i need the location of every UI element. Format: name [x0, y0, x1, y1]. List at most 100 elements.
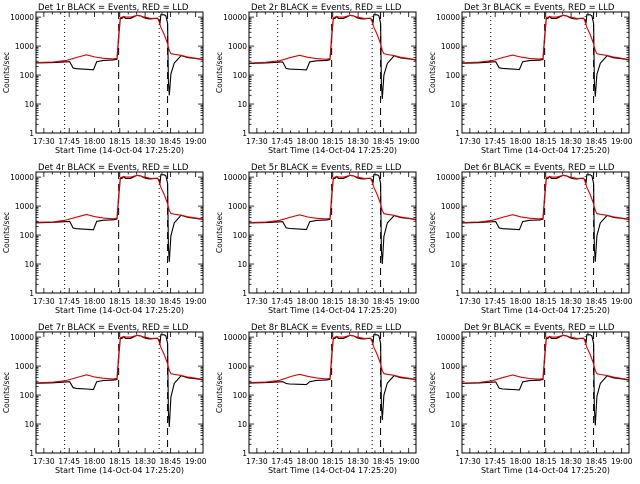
y-tick-label: 10000	[10, 13, 34, 22]
x-tick-label: 18:45	[586, 137, 608, 146]
y-tick-label: 1000	[441, 202, 460, 211]
x-tick-label: 18:15	[322, 457, 344, 466]
x-tick-label: 19:00	[611, 457, 633, 466]
y-tick-label: 10000	[436, 333, 460, 342]
y-tick-label: 1	[455, 449, 460, 458]
y-axis-label: Counts/sec	[428, 212, 437, 253]
y-tick-label: 1	[29, 129, 34, 138]
detector-panel: Det 6r BLACK = Events, RED = LLD 1 10 100 10…	[428, 163, 633, 315]
y-tick-label: 1	[29, 289, 34, 298]
y-tick-label: 1000	[228, 42, 247, 51]
detector-panel: Det 5r BLACK = Events, RED = LLD 1 10 100 10…	[215, 163, 420, 315]
x-tick-label: 18:00	[297, 297, 319, 306]
x-tick-label: 19:00	[611, 297, 633, 306]
lld-series-line	[36, 334, 203, 384]
y-axis-label: Counts/sec	[2, 52, 11, 93]
y-tick-label: 10	[237, 260, 247, 269]
x-tick-label: 17:30	[33, 457, 55, 466]
events-series-line	[249, 334, 416, 420]
x-tick-label: 17:30	[459, 457, 481, 466]
x-tick-label: 18:15	[322, 297, 344, 306]
events-series-line	[249, 14, 416, 99]
y-axis-label: Counts/sec	[2, 372, 11, 413]
x-tick-label: 18:45	[586, 297, 608, 306]
y-axis-label: Counts/sec	[215, 212, 224, 253]
y-tick-label: 1000	[15, 202, 34, 211]
y-tick-label: 10000	[436, 13, 460, 22]
events-series-line	[462, 174, 629, 262]
x-tick-label: 17:45	[484, 137, 506, 146]
x-tick-label: 18:15	[109, 457, 131, 466]
y-tick-label: 100	[446, 231, 461, 240]
panel-title: Det 2r BLACK = Events, RED = LLD	[251, 3, 402, 13]
x-tick-label: 18:30	[347, 457, 369, 466]
x-tick-label: 18:00	[510, 457, 532, 466]
x-axis-label: Start Time (14-Oct-04 17:25:20)	[55, 466, 184, 475]
x-tick-label: 18:45	[373, 297, 395, 306]
y-tick-label: 100	[20, 231, 35, 240]
y-tick-label: 100	[20, 71, 35, 80]
x-axis-label: Start Time (14-Oct-04 17:25:20)	[481, 466, 610, 475]
x-tick-label: 18:45	[160, 297, 182, 306]
events-series-line	[36, 14, 203, 96]
y-tick-label: 10	[450, 260, 460, 269]
x-tick-label: 19:00	[611, 137, 633, 146]
y-tick-label: 1000	[441, 362, 460, 371]
x-tick-label: 18:30	[560, 297, 582, 306]
panel-title: Det 3r BLACK = Events, RED = LLD	[464, 3, 615, 13]
x-tick-label: 18:15	[109, 137, 131, 146]
x-tick-label: 19:00	[185, 297, 207, 306]
panel-title: Det 4r BLACK = Events, RED = LLD	[38, 163, 189, 173]
x-tick-label: 18:15	[322, 137, 344, 146]
x-tick-label: 17:30	[459, 297, 481, 306]
y-tick-label: 1000	[15, 42, 34, 51]
x-tick-label: 17:30	[246, 457, 268, 466]
x-tick-label: 17:45	[271, 297, 293, 306]
x-tick-label: 18:15	[535, 457, 557, 466]
x-tick-label: 18:30	[560, 457, 582, 466]
x-tick-label: 19:00	[398, 137, 420, 146]
x-tick-label: 18:45	[160, 457, 182, 466]
y-tick-label: 10	[237, 420, 247, 429]
y-tick-label: 10	[24, 420, 34, 429]
x-tick-label: 17:45	[484, 457, 506, 466]
x-tick-label: 18:30	[134, 457, 156, 466]
x-tick-label: 18:00	[84, 457, 106, 466]
x-tick-label: 19:00	[185, 137, 207, 146]
panel-title: Det 7r BLACK = Events, RED = LLD	[38, 323, 189, 333]
x-tick-label: 18:00	[84, 297, 106, 306]
lld-series-line	[462, 174, 629, 224]
x-axis-label: Start Time (14-Oct-04 17:25:20)	[55, 146, 184, 155]
x-tick-label: 17:30	[246, 297, 268, 306]
y-tick-label: 10000	[10, 173, 34, 182]
y-axis-label: Counts/sec	[2, 212, 11, 253]
y-tick-label: 10000	[10, 333, 34, 342]
y-tick-label: 1000	[441, 42, 460, 51]
x-tick-label: 17:30	[246, 137, 268, 146]
y-axis-label: Counts/sec	[428, 52, 437, 93]
y-tick-label: 100	[20, 391, 35, 400]
x-tick-label: 18:00	[510, 137, 532, 146]
lld-series-line	[249, 334, 416, 384]
x-tick-label: 17:30	[459, 137, 481, 146]
x-axis-label: Start Time (14-Oct-04 17:25:20)	[268, 466, 397, 475]
events-series-line	[462, 334, 629, 426]
y-axis-label: Counts/sec	[428, 372, 437, 413]
detector-panel: Det 4r BLACK = Events, RED = LLD 1 10 100 10…	[2, 163, 207, 315]
x-tick-label: 19:00	[398, 457, 420, 466]
y-tick-label: 10	[237, 100, 247, 109]
lld-series-line	[249, 14, 416, 64]
y-tick-label: 10	[450, 420, 460, 429]
y-tick-label: 1	[455, 129, 460, 138]
lld-series-line	[36, 14, 203, 64]
panel-title: Det 1r BLACK = Events, RED = LLD	[38, 3, 189, 13]
events-series-line	[462, 14, 629, 97]
events-series-line	[249, 174, 416, 265]
x-tick-label: 19:00	[398, 297, 420, 306]
y-tick-label: 10	[24, 260, 34, 269]
x-tick-label: 17:45	[58, 297, 80, 306]
y-tick-label: 10000	[436, 173, 460, 182]
x-tick-label: 18:30	[347, 297, 369, 306]
